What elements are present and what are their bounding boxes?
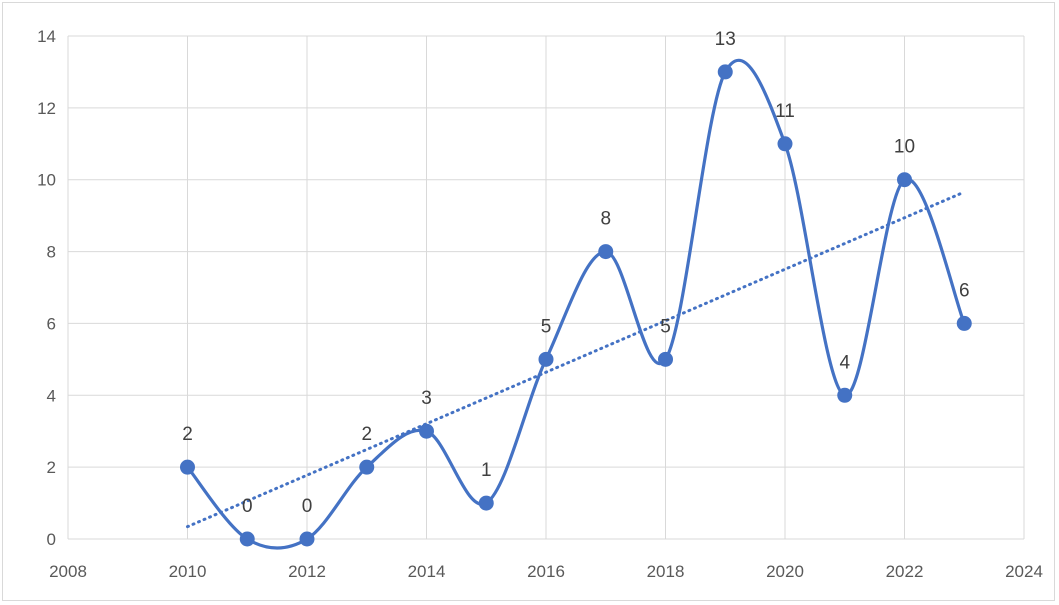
data-point xyxy=(180,459,195,475)
x-tick-label: 2020 xyxy=(766,562,804,581)
y-tick-label: 8 xyxy=(47,243,56,262)
x-tick-label: 2008 xyxy=(49,562,87,581)
y-tick-label: 4 xyxy=(47,386,56,405)
data-label: 0 xyxy=(302,496,313,517)
data-point xyxy=(658,351,673,367)
data-point xyxy=(897,172,912,188)
x-tick-label: 2018 xyxy=(647,562,685,581)
data-point xyxy=(359,459,375,475)
data-label: 3 xyxy=(421,388,432,409)
axis-tick-labels: 2008 2010 2012 2014 2016 2018 2020 2022 20240246… xyxy=(37,27,1043,581)
x-tick-label: 2016 xyxy=(527,562,565,581)
data-label: 6 xyxy=(959,280,970,301)
data-label: 5 xyxy=(541,316,552,337)
data-label: 5 xyxy=(660,316,671,337)
data-point xyxy=(419,423,434,439)
data-point xyxy=(478,495,494,511)
data-label: 13 xyxy=(715,29,736,50)
y-tick-label: 12 xyxy=(37,99,56,118)
data-point xyxy=(239,531,255,547)
data-point xyxy=(598,244,614,260)
data-label: 2 xyxy=(182,424,193,445)
series-line xyxy=(185,58,966,550)
data-labels: 2 0 0 2 3 1 5 8 5 13 11 4 10 6 xyxy=(182,29,969,517)
x-tick-label: 2024 xyxy=(1005,562,1043,581)
data-point xyxy=(837,387,853,403)
data-label: 10 xyxy=(894,137,915,158)
y-tick-label: 10 xyxy=(37,171,56,190)
x-tick-label: 2012 xyxy=(288,562,326,581)
x-tick-label: 2014 xyxy=(408,562,446,581)
data-label: 1 xyxy=(481,460,492,481)
data-point xyxy=(299,531,315,547)
data-label: 0 xyxy=(242,496,253,517)
data-point xyxy=(777,136,793,152)
gridlines xyxy=(67,35,1025,540)
data-label: 4 xyxy=(839,352,850,373)
data-label: 2 xyxy=(361,424,372,445)
data-point xyxy=(538,351,554,367)
y-tick-label: 2 xyxy=(47,458,56,477)
y-tick-label: 6 xyxy=(47,314,56,333)
data-point xyxy=(717,64,733,80)
series xyxy=(180,58,972,550)
x-tick-label: 2010 xyxy=(169,562,207,581)
x-tick-label: 2022 xyxy=(886,562,924,581)
y-tick-label: 14 xyxy=(37,27,56,46)
data-label: 11 xyxy=(775,101,795,122)
data-label: 8 xyxy=(600,209,611,230)
data-point xyxy=(956,315,972,331)
y-tick-label: 0 xyxy=(47,530,56,549)
